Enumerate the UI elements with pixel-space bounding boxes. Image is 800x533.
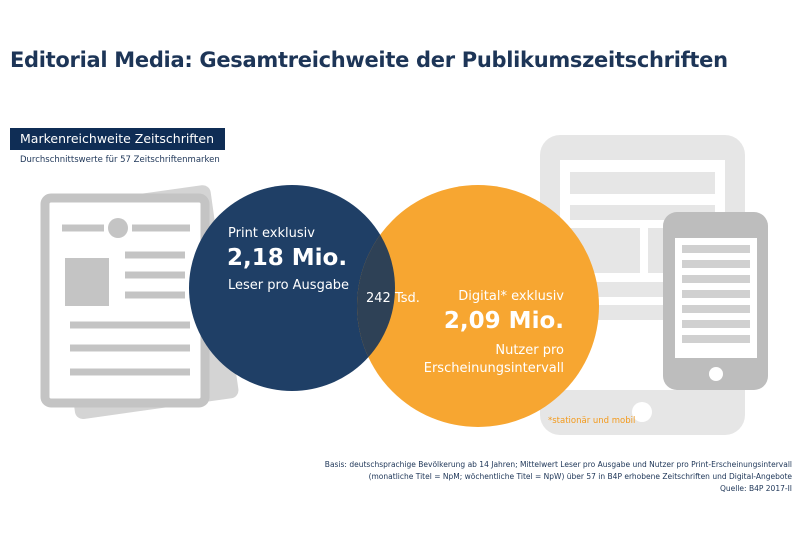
newspaper-icon	[40, 185, 239, 420]
footnote: *stationär und mobil	[548, 416, 636, 426]
digital-value: 2,09 Mio.	[443, 308, 564, 334]
footer-line: Basis: deutschsprachige Bevölkerung ab 1…	[324, 460, 792, 469]
print-circle	[189, 185, 395, 391]
subtitle: Durchschnittswerte für 57 Zeitschriftenm…	[20, 155, 220, 165]
page-title: Editorial Media: Gesamtreichweite der Pu…	[10, 48, 728, 72]
source-footer: Basis: deutschsprachige Bevölkerung ab 1…	[312, 459, 792, 495]
smartphone-icon	[663, 212, 768, 390]
print-label: Print exklusiv	[228, 226, 315, 241]
overlap-value: 242 Tsd.	[366, 291, 420, 306]
print-unit: Leser pro Ausgabe	[228, 278, 350, 293]
print-value: 2,18 Mio.	[227, 245, 348, 271]
digital-circle	[357, 185, 599, 427]
footer-line: (monatliche Titel = NpM; wöchentliche Ti…	[368, 472, 792, 481]
digital-unit-2: Erscheinungsintervall	[423, 361, 564, 376]
digital-label: Digital* exklusiv	[458, 289, 564, 304]
section-badge: Markenreichweite Zeitschriften	[10, 128, 225, 150]
digital-unit: Nutzer pro	[495, 343, 564, 358]
footer-source: Quelle: B4P 2017-II	[719, 484, 792, 493]
